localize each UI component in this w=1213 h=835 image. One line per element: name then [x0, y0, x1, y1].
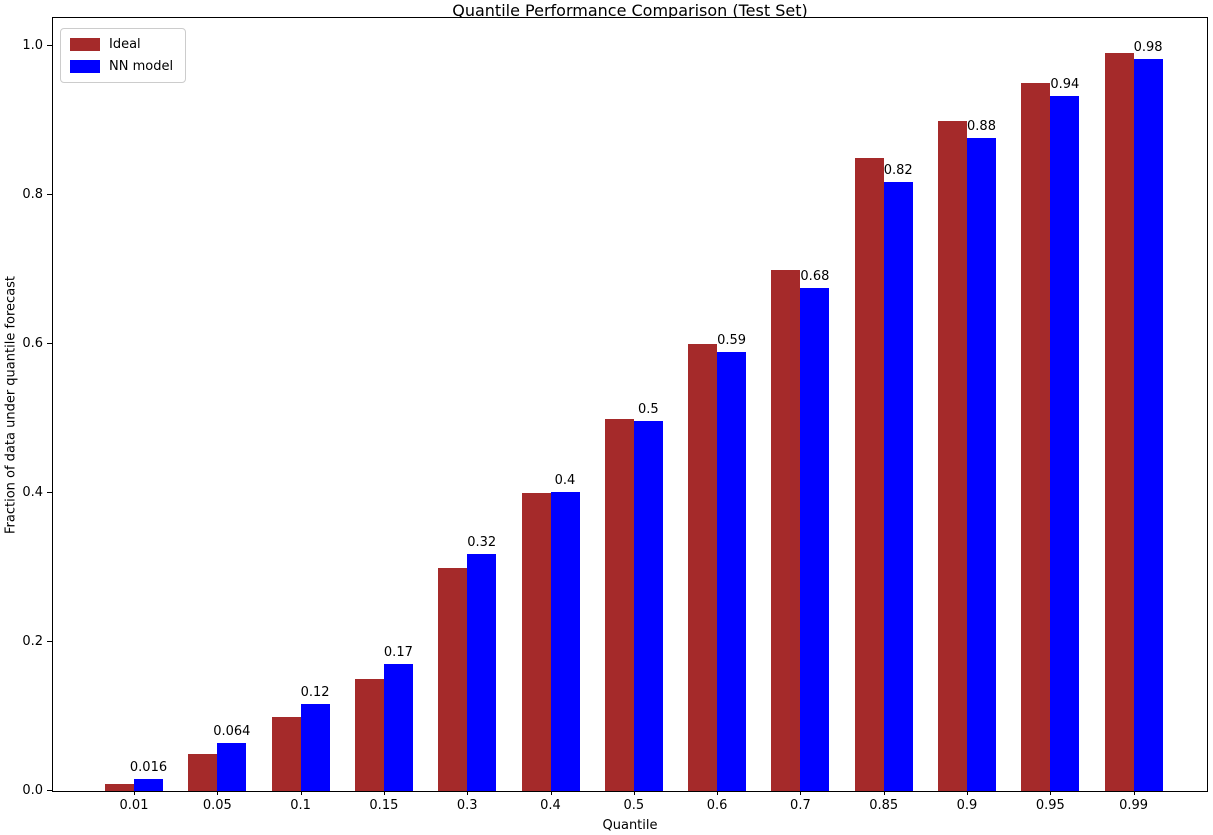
bar-value-label-0.4: 0.4: [554, 472, 576, 488]
chart-title: Quantile Performance Comparison (Test Se…: [452, 1, 808, 20]
y-tick-mark-0.4: [47, 492, 52, 493]
nn-model-bar-0.01: [134, 779, 163, 791]
nn-model-bar-0.99: [1133, 59, 1163, 791]
nn-model-bar-0.85: [883, 181, 913, 791]
y-tick-mark-0.0: [47, 790, 52, 791]
y-tick-label-0.4: 0.4: [22, 485, 43, 500]
bar-value-label-0.7: 0.68: [800, 269, 830, 285]
nn-model-bar-0.05: [217, 743, 247, 791]
bar-value-label-0.6: 0.59: [717, 333, 747, 349]
ideal-bar-0.5: [604, 418, 634, 791]
y-tick-label-1.0: 1.0: [22, 38, 43, 53]
x-tick-mark-0.5: [633, 791, 635, 795]
x-tick-mark-0.1: [300, 791, 302, 795]
x-tick-mark-0.05: [217, 791, 219, 795]
x-tick-label-0.01: 0.01: [119, 798, 149, 813]
ideal-bar-0.9: [938, 120, 967, 791]
ideal-bar-0.95: [1021, 83, 1051, 791]
nn-model-bar-0.4: [550, 491, 580, 791]
x-tick-label-0.4: 0.4: [540, 798, 561, 813]
bar-value-label-0.05: 0.064: [213, 724, 251, 740]
ideal-bar-0.05: [188, 753, 218, 791]
x-tick-mark-0.01: [134, 791, 135, 795]
x-tick-label-0.95: 0.95: [1035, 798, 1065, 813]
x-tick-label-0.5: 0.5: [623, 798, 645, 813]
ideal-bar-0.01: [105, 783, 134, 791]
ideal-bar-0.85: [854, 157, 884, 791]
x-tick-label-0.05: 0.05: [202, 798, 232, 813]
nn-model-bar-0.15: [383, 663, 413, 791]
x-tick-label-0.99: 0.99: [1119, 798, 1149, 813]
x-tick-mark-0.9: [967, 791, 968, 795]
bar-value-label-0.3: 0.32: [467, 535, 497, 551]
x-tick-mark-0.99: [1133, 791, 1135, 795]
ideal-bar-0.15: [354, 679, 384, 791]
nn-model-bar-0.5: [633, 421, 663, 791]
x-tick-label-0.9: 0.9: [956, 798, 978, 813]
y-tick-label-0.2: 0.2: [22, 634, 43, 649]
bar-value-label-0.5: 0.5: [637, 402, 659, 418]
x-tick-mark-0.95: [1050, 791, 1052, 795]
y-axis-label: Fraction of data under quantile forecast: [3, 275, 19, 534]
x-tick-label-0.85: 0.85: [869, 798, 899, 813]
x-tick-label-0.1: 0.1: [290, 798, 311, 813]
y-tick-label-0.8: 0.8: [22, 187, 43, 202]
ideal-bar-0.6: [688, 344, 718, 791]
bar-value-label-0.99: 0.98: [1133, 40, 1163, 56]
nn-model-series-swatch: [70, 60, 100, 73]
x-tick-mark-0.3: [467, 791, 469, 795]
x-axis-label: Quantile: [602, 818, 658, 833]
legend-label-nn-model: NN model: [109, 59, 174, 74]
y-tick-label-0.6: 0.6: [22, 336, 43, 351]
bar-value-label-0.15: 0.17: [383, 644, 413, 660]
y-tick-mark-1.0: [47, 45, 52, 46]
legend-item-ideal: Ideal: [70, 37, 173, 52]
legend-label-ideal: Ideal: [109, 37, 141, 52]
legend: Ideal NN model: [60, 28, 187, 83]
nn-model-bar-0.6: [717, 352, 747, 791]
bar-value-label-0.95: 0.94: [1050, 76, 1080, 92]
ideal-bar-0.99: [1104, 53, 1134, 791]
ideal-bar-0.3: [438, 567, 468, 791]
nn-model-bar-0.95: [1050, 95, 1080, 791]
bar-value-label-0.85: 0.82: [883, 162, 913, 178]
bar-value-label-0.1: 0.12: [300, 684, 330, 700]
bar-value-label-0.9: 0.88: [967, 118, 996, 134]
ideal-bar-0.1: [271, 716, 301, 791]
bar-value-label-0.01: 0.016: [129, 760, 168, 776]
x-tick-mark-0.85: [883, 791, 885, 795]
legend-item-nn-model: NN model: [70, 59, 173, 74]
x-tick-mark-0.4: [550, 791, 552, 795]
nn-model-bar-0.1: [300, 703, 330, 791]
plot-area: Ideal NN model 0.016 0.064 0.12 0.17 0.32 0.4…: [22, 17, 1208, 813]
x-tick-mark-0.6: [717, 791, 719, 795]
ideal-series-swatch: [70, 38, 100, 51]
x-tick-mark-0.15: [383, 791, 385, 795]
x-tick-label-0.6: 0.6: [706, 798, 728, 813]
y-tick-mark-0.8: [47, 194, 52, 195]
y-tick-mark-0.2: [47, 641, 52, 642]
y-tick-label-0.0: 0.0: [22, 783, 43, 798]
ideal-bar-0.4: [521, 493, 551, 791]
y-tick-mark-0.6: [47, 343, 52, 344]
x-tick-mark-0.7: [800, 791, 802, 795]
nn-model-bar-0.3: [467, 554, 497, 791]
nn-model-bar-0.7: [800, 288, 830, 791]
ideal-bar-0.7: [771, 269, 801, 791]
x-tick-label-0.7: 0.7: [790, 798, 811, 813]
nn-model-bar-0.9: [967, 137, 996, 791]
x-tick-label-0.3: 0.3: [456, 798, 478, 813]
x-tick-label-0.15: 0.15: [369, 798, 399, 813]
